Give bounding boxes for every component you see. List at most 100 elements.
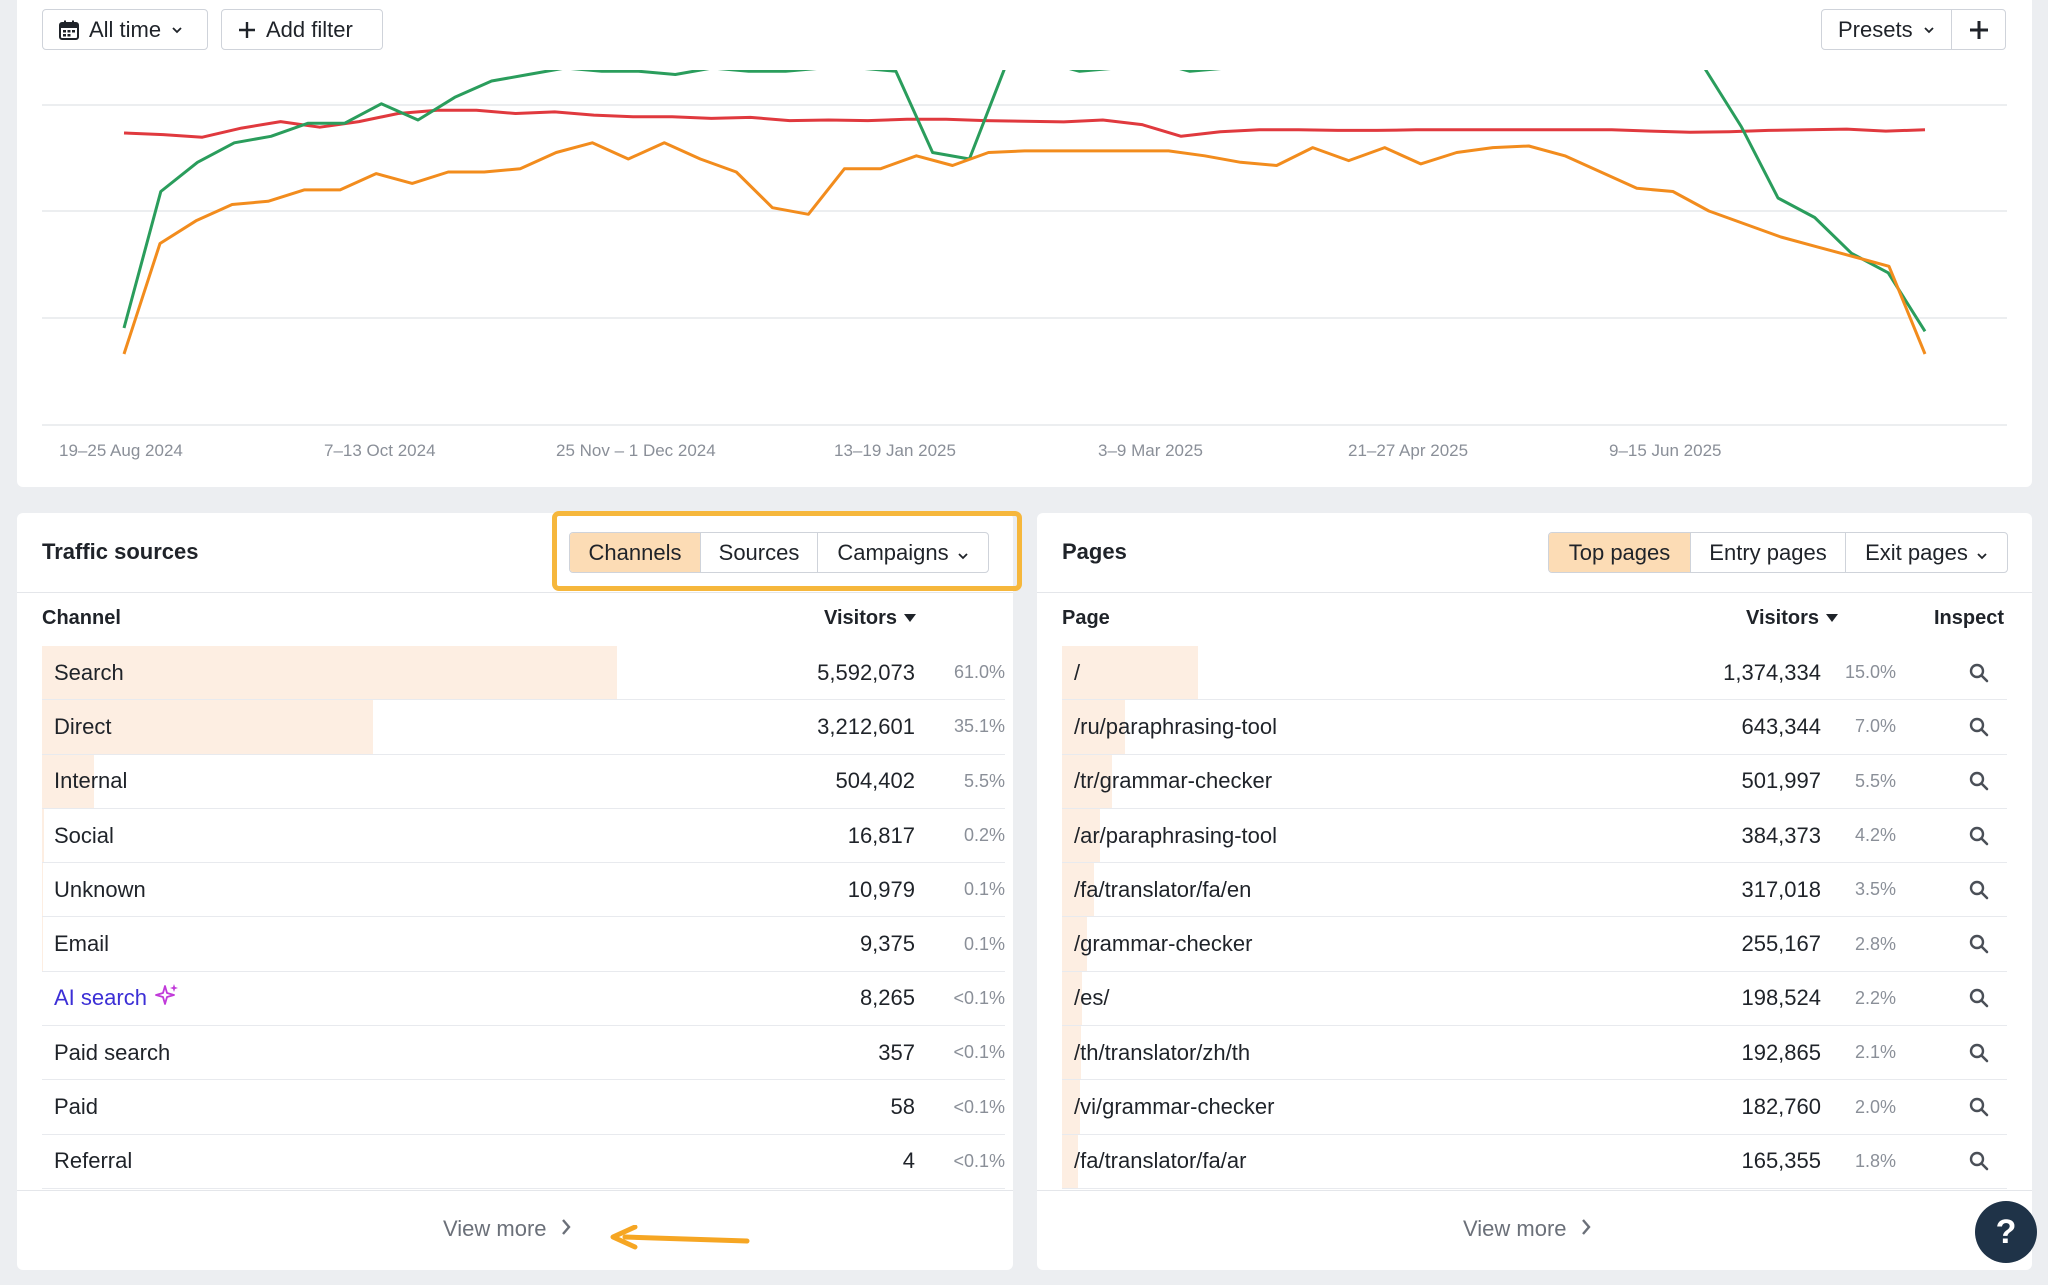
- search-icon[interactable]: [1951, 863, 2007, 916]
- date-range-button[interactable]: All time: [42, 9, 208, 50]
- arrow-annotation-icon: [610, 1225, 750, 1250]
- share-bar: [42, 700, 373, 754]
- visitors-value: 16,817: [847, 822, 915, 848]
- percent-value: 61.0%: [953, 662, 1005, 683]
- row-label: /th/translator/zh/th: [1074, 1026, 1250, 1079]
- row-label-text: Referral: [54, 1148, 133, 1174]
- view-more-button[interactable]: View more: [1463, 1216, 1591, 1242]
- view-more-button[interactable]: View more: [443, 1216, 571, 1242]
- table-row[interactable]: Unknown 10,979 0.1%: [42, 863, 1005, 918]
- date-range-label: All time: [89, 16, 162, 42]
- share-bar: [1062, 754, 1112, 808]
- percent-value: 7.0%: [1854, 716, 1896, 737]
- visitors-value: 1,374,334: [1723, 659, 1821, 685]
- table-row[interactable]: /tr/grammar-checker 501,997 5.5%: [1062, 754, 2007, 809]
- table-row[interactable]: Internal 504,402 5.5%: [42, 754, 1005, 809]
- row-label-text: /vi/grammar-checker: [1074, 1094, 1275, 1120]
- table-row[interactable]: Social 16,817 0.2%: [42, 808, 1005, 864]
- percent-value: 15.0%: [1844, 662, 1896, 683]
- visitors-value: 357: [878, 1039, 915, 1065]
- share-bar: [1062, 808, 1101, 863]
- row-label-text: /ar/paraphrasing-tool: [1074, 822, 1278, 848]
- search-icon[interactable]: [1951, 1135, 2007, 1188]
- column-header-page[interactable]: Page: [1062, 607, 1110, 629]
- plus-icon: [238, 21, 256, 39]
- percent-value: 3.5%: [1854, 879, 1896, 900]
- table-row[interactable]: Email 9,375 0.1%: [42, 917, 1005, 972]
- visitors-value: 182,760: [1741, 1094, 1821, 1120]
- percent-value: 2.0%: [1854, 1096, 1896, 1117]
- visitors-value: 504,402: [835, 768, 915, 794]
- visitors-header-label: Visitors: [1746, 607, 1819, 629]
- table-row[interactable]: Referral 4 <0.1%: [42, 1135, 1005, 1189]
- search-icon[interactable]: [1951, 1026, 2007, 1079]
- table-row[interactable]: /es/198,524 2.2%: [1062, 971, 2007, 1027]
- tab-entry-pages[interactable]: Entry pages: [1691, 533, 1846, 572]
- tab-top-pages[interactable]: Top pages: [1549, 533, 1691, 572]
- series-line: [122, 68, 1927, 333]
- row-label-text: /th/translator/zh/th: [1074, 1039, 1251, 1065]
- pages-panel: Pages Top pages Entry pages Exit pages P…: [1037, 513, 2032, 1270]
- visitors-value: 255,167: [1741, 931, 1821, 957]
- share-bar: [42, 646, 618, 700]
- help-button[interactable]: ?: [1975, 1201, 2037, 1263]
- search-icon[interactable]: [1951, 972, 2007, 1025]
- percent-value: 5.5%: [963, 770, 1005, 791]
- table-row[interactable]: Paid 58 <0.1%: [42, 1080, 1005, 1135]
- table-row[interactable]: / 1,374,334 15.0%: [1062, 646, 2007, 701]
- table-row[interactable]: Paid search 357 <0.1%: [42, 1026, 1005, 1081]
- visitors-value: 9,375: [859, 931, 915, 957]
- column-header-visitors[interactable]: Visitors: [1746, 607, 1838, 630]
- percent-value: 4.2%: [1854, 825, 1896, 846]
- row-label: /ar/paraphrasing-tool: [1074, 809, 1277, 862]
- series-line: [122, 141, 1927, 355]
- x-tick-label: 25 Nov – 1 Dec 2024: [556, 441, 716, 460]
- search-icon[interactable]: [1951, 700, 2007, 753]
- tab-sources[interactable]: Sources: [701, 533, 818, 572]
- share-bar: [1062, 917, 1088, 971]
- visitors-value: 198,524: [1741, 985, 1821, 1011]
- row-label: /grammar-checker: [1074, 917, 1252, 970]
- percent-value: <0.1%: [953, 1096, 1005, 1117]
- column-header-channel[interactable]: Channel: [42, 607, 121, 629]
- search-icon[interactable]: [1951, 1080, 2007, 1133]
- table-row[interactable]: /fa/translator/fa/en 317,018 3.5%: [1062, 863, 2007, 918]
- pages-tabs: Top pages Entry pages Exit pages: [1548, 532, 2008, 573]
- search-icon[interactable]: [1951, 646, 2007, 699]
- share-bar: [1062, 1134, 1079, 1188]
- share-bar: [42, 863, 43, 917]
- chevron-right-icon: [561, 1216, 571, 1242]
- search-icon[interactable]: [1951, 917, 2007, 970]
- table-row[interactable]: /grammar-checker 255,167 2.8%: [1062, 917, 2007, 972]
- tab-campaigns[interactable]: Campaigns: [818, 533, 988, 572]
- traffic-sources-panel: Traffic sources Channels Sources Campaig…: [17, 511, 1022, 1270]
- row-label-text: /ru/paraphrasing-tool: [1074, 713, 1278, 739]
- table-row[interactable]: /ar/paraphrasing-tool 384,373 4.2%: [1062, 808, 2007, 864]
- visitors-value: 317,018: [1741, 876, 1821, 902]
- percent-value: 2.8%: [1854, 933, 1896, 954]
- percent-value: 0.1%: [963, 933, 1005, 954]
- visitors-value: 384,373: [1741, 822, 1821, 848]
- search-icon[interactable]: [1951, 809, 2007, 862]
- divider: [1037, 1190, 2032, 1191]
- chevron-down-icon: [1976, 540, 1988, 566]
- table-row[interactable]: AI search 8,265 <0.1%: [42, 972, 1005, 1027]
- table-row[interactable]: /fa/translator/fa/ar 165,355 1.8%: [1062, 1134, 2007, 1189]
- table-row[interactable]: Direct 3,212,601 35.1%: [42, 700, 1005, 755]
- table-row[interactable]: /vi/grammar-checker 182,760 2.0%: [1062, 1080, 2007, 1135]
- search-icon[interactable]: [1951, 755, 2007, 808]
- row-label: Direct: [54, 700, 111, 753]
- presets-button[interactable]: Presets: [1821, 9, 1952, 50]
- table-row[interactable]: /th/translator/zh/th 192,865 2.1%: [1062, 1026, 2007, 1081]
- calendar-icon: [59, 20, 79, 40]
- tab-exit-pages[interactable]: Exit pages: [1846, 533, 2007, 572]
- table-row[interactable]: Search 5,592,073 61.0%: [42, 646, 1005, 701]
- share-bar: [1062, 1026, 1082, 1080]
- add-preset-button[interactable]: [1951, 9, 2006, 50]
- row-label: Unknown: [54, 863, 146, 916]
- panel-title: Pages: [1062, 539, 1127, 564]
- add-filter-button[interactable]: Add filter: [221, 9, 383, 50]
- table-row[interactable]: /ru/paraphrasing-tool 643,344 7.0%: [1062, 700, 2007, 755]
- tab-channels[interactable]: Channels: [570, 533, 701, 572]
- column-header-visitors[interactable]: Visitors: [824, 607, 916, 630]
